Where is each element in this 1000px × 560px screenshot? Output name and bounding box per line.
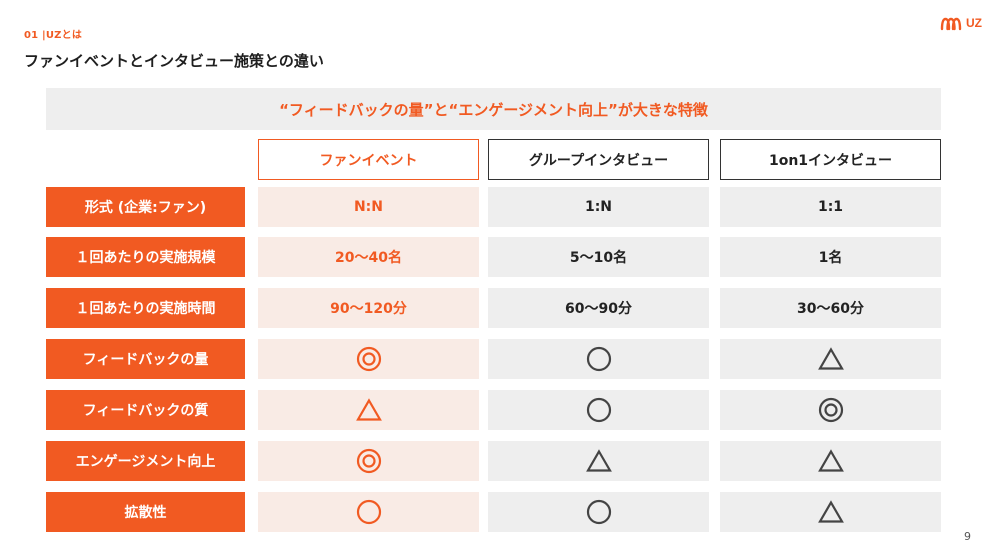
table-cell-symbol <box>258 339 479 379</box>
logo-text: UZ <box>966 16 982 30</box>
column-header-fan-event: ファンイベント <box>258 139 479 180</box>
table-cell: 1:1 <box>720 187 941 227</box>
circle-icon <box>586 397 612 423</box>
column-header-group-interview: グループインタビュー <box>488 139 709 180</box>
table-cell: N:N <box>258 187 479 227</box>
triangle-icon <box>817 347 844 371</box>
row-label: 拡散性 <box>46 492 245 532</box>
table-cell-symbol <box>258 441 479 481</box>
triangle-icon <box>817 449 844 473</box>
logo-mark-icon <box>940 17 962 31</box>
table-cell-symbol <box>258 390 479 430</box>
logo: UZ <box>940 12 982 34</box>
table-cell-symbol <box>488 441 709 481</box>
table-cell-symbol <box>720 390 941 430</box>
row-label: １回あたりの実施時間 <box>46 288 245 328</box>
page-title: ファンイベントとインタビュー施策との違い <box>24 52 324 70</box>
triangle-icon <box>585 449 612 473</box>
table-cell-symbol <box>720 441 941 481</box>
row-label: エンゲージメント向上 <box>46 441 245 481</box>
section-label: 01 |UZとは <box>24 30 83 41</box>
triangle-icon <box>355 398 382 422</box>
table-cell-symbol <box>720 492 941 532</box>
table-cell: 5〜10名 <box>488 237 709 277</box>
highlight-banner: “フィードバックの量”と“エンゲージメント向上”が大きな特徴 <box>46 88 941 130</box>
table-cell: 20〜40名 <box>258 237 479 277</box>
row-label: フィードバックの量 <box>46 339 245 379</box>
circle-icon <box>586 346 612 372</box>
table-cell-symbol <box>488 390 709 430</box>
row-label: 形式 (企業:ファン) <box>46 187 245 227</box>
banner-text: “フィードバックの量”と“エンゲージメント向上”が大きな特徴 <box>279 100 708 119</box>
double-circle-icon <box>818 397 844 423</box>
triangle-icon <box>817 500 844 524</box>
table-cell: 90〜120分 <box>258 288 479 328</box>
table-cell-symbol <box>488 492 709 532</box>
table-cell: 1名 <box>720 237 941 277</box>
page-number: 9 <box>964 530 971 543</box>
double-circle-icon <box>356 448 382 474</box>
row-label: １回あたりの実施規模 <box>46 237 245 277</box>
column-header-1on1-interview: 1on1インタビュー <box>720 139 941 180</box>
table-cell: 30〜60分 <box>720 288 941 328</box>
table-cell-symbol <box>720 339 941 379</box>
double-circle-icon <box>356 346 382 372</box>
row-label: フィードバックの質 <box>46 390 245 430</box>
table-cell-symbol <box>258 492 479 532</box>
table-cell-symbol <box>488 339 709 379</box>
table-cell: 60〜90分 <box>488 288 709 328</box>
circle-icon <box>586 499 612 525</box>
table-cell: 1:N <box>488 187 709 227</box>
circle-icon <box>356 499 382 525</box>
